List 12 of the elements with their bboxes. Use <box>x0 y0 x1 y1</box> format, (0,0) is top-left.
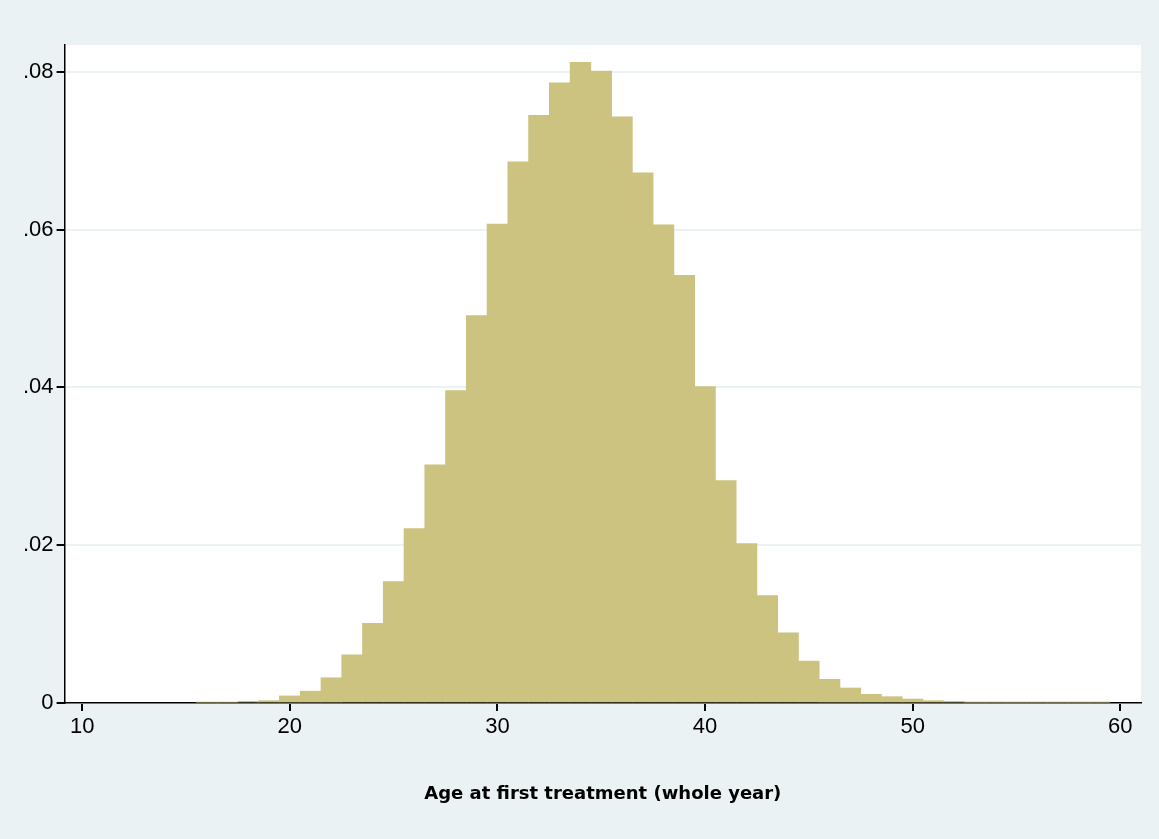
y-tick-label: .08 <box>22 57 54 83</box>
x-tick-label: 30 <box>485 713 510 739</box>
x-tick-label: 10 <box>69 713 95 739</box>
y-tick-label: 0 <box>41 689 54 715</box>
y-tick-label: .04 <box>22 373 54 399</box>
x-tick-label: 40 <box>692 713 718 739</box>
y-tick-label: .06 <box>22 215 54 241</box>
x-axis-title: Age at first treatment (whole year) <box>424 781 782 803</box>
x-tick-label: 60 <box>1108 713 1133 739</box>
y-tick-label: .02 <box>22 531 54 557</box>
x-tick-label: 50 <box>900 713 925 739</box>
x-tick-label: 20 <box>277 713 303 739</box>
